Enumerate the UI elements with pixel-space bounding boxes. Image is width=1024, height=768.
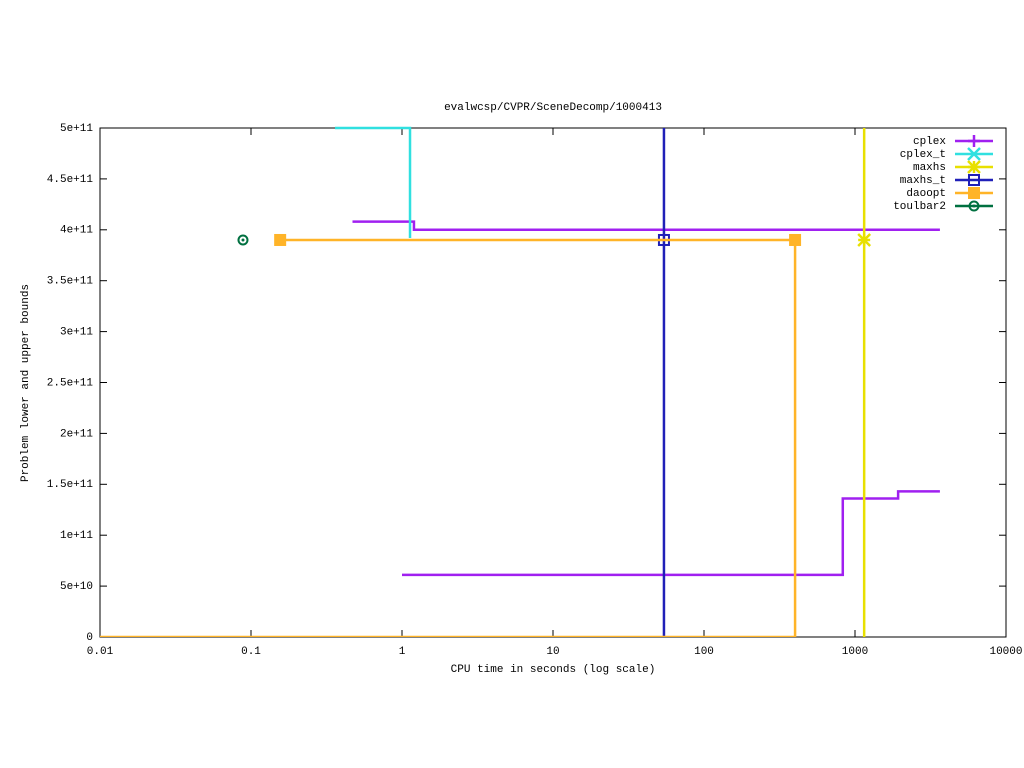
series-line [402, 490, 940, 577]
marker-shape [274, 233, 287, 246]
y-tick-label: 0 [86, 632, 93, 644]
plot-border [99, 127, 1007, 638]
y-tick-label: 4.5e+11 [47, 174, 94, 186]
chart-title: evalwcsp/CVPR/SceneDecomp/1000413 [444, 102, 662, 114]
marker-shape [968, 174, 980, 186]
x-tick-label: 0.1 [241, 646, 261, 658]
marker [237, 234, 249, 246]
marker [968, 135, 980, 147]
marker [967, 147, 981, 161]
marker-shape [789, 233, 802, 246]
x-tick-label: 1000 [842, 646, 868, 658]
y-axis-label: Problem lower and upper bounds [20, 284, 32, 482]
legend-label: maxhs [913, 162, 946, 174]
y-tick-label: 2e+11 [60, 428, 93, 440]
marker-shape [241, 238, 245, 242]
marker-shape [968, 200, 980, 212]
marker [857, 233, 872, 247]
x-tick-label: 10000 [989, 646, 1022, 658]
marker [274, 233, 287, 246]
y-tick-label: 2.5e+11 [47, 377, 94, 389]
marker [789, 233, 802, 246]
y-tick-label: 1.5e+11 [47, 479, 94, 491]
marker-shape [237, 234, 249, 246]
legend-label: daoopt [906, 188, 946, 200]
x-tick-label: 1 [399, 646, 406, 658]
y-tick-label: 4e+11 [60, 225, 93, 237]
marker-shape [968, 187, 980, 199]
x-tick-label: 100 [694, 646, 714, 658]
y-tick-label: 1e+11 [60, 530, 93, 542]
legend-label: maxhs_t [900, 175, 946, 187]
legend-label: cplex [913, 136, 946, 148]
marker [967, 160, 981, 174]
marker [968, 200, 980, 212]
x-tick-label: 10 [546, 646, 559, 658]
marker [968, 174, 980, 186]
series-line [335, 126, 412, 238]
marker [968, 187, 980, 199]
marker-stroke [967, 160, 981, 174]
y-tick-label: 3.5e+11 [47, 276, 94, 288]
x-tick-label: 0.01 [87, 646, 114, 658]
series-line [352, 220, 940, 232]
series-line [280, 238, 797, 637]
y-tick-label: 3e+11 [60, 327, 93, 339]
y-tick-label: 5e+11 [60, 123, 93, 135]
y-tick-label: 5e+10 [60, 581, 93, 593]
marker-shape [972, 204, 976, 208]
legend-label: toulbar2 [893, 201, 946, 213]
x-axis-label: CPU time in seconds (log scale) [451, 664, 656, 676]
marker-stroke [967, 147, 981, 161]
marker-stroke [857, 233, 872, 247]
legend-label: cplex_t [900, 149, 946, 161]
